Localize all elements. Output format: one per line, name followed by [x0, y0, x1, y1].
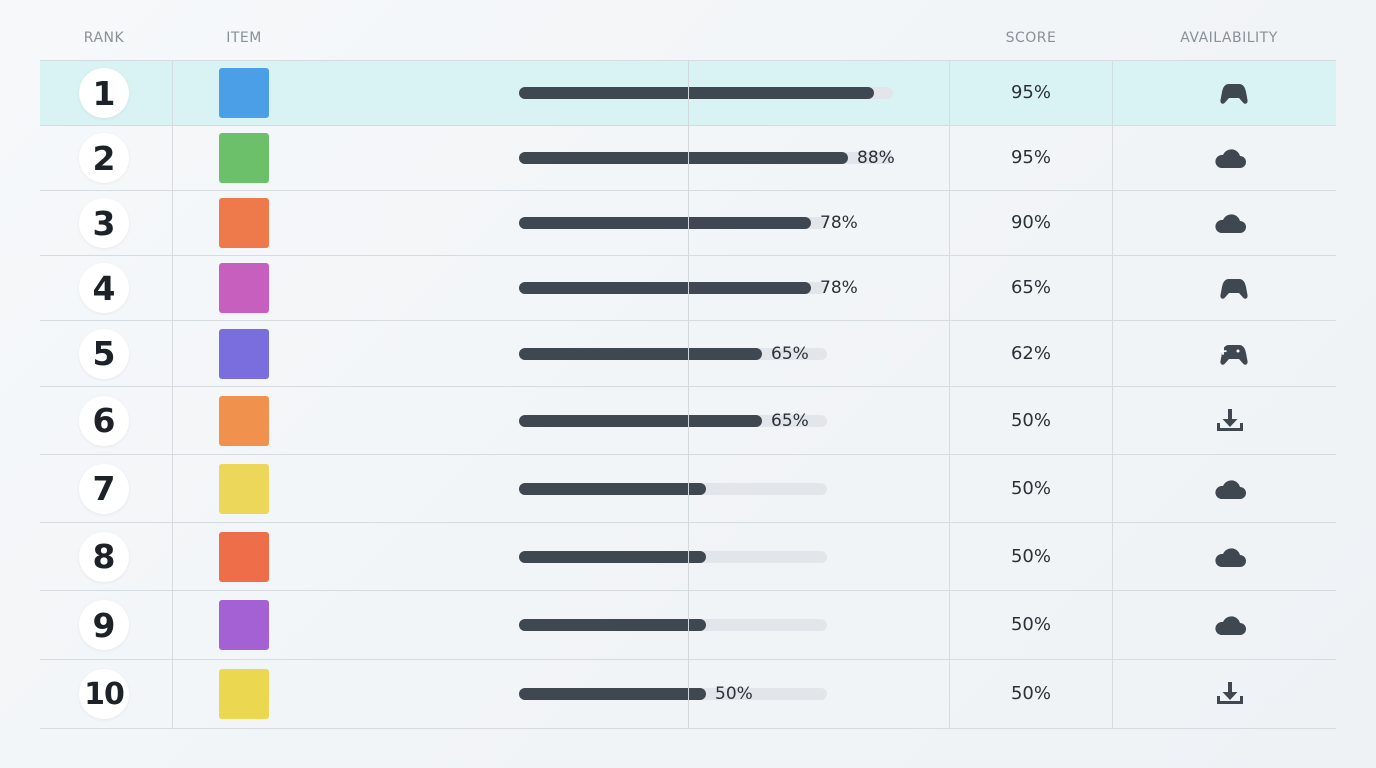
score-value: 50%: [1010, 409, 1051, 431]
progress-label: 65%: [771, 410, 809, 431]
column-divider: [172, 60, 173, 729]
item-color-swatch: [219, 263, 269, 313]
progress-label: 88%: [857, 148, 895, 168]
score-value: 90%: [1010, 212, 1051, 233]
cloud-icon[interactable]: [1212, 611, 1248, 639]
score-value: 50%: [1010, 545, 1051, 567]
score-value: 62%: [1010, 342, 1051, 364]
column-divider: [1112, 60, 1113, 729]
cloud-icon[interactable]: [1212, 144, 1248, 172]
item-color-swatch: [219, 328, 269, 379]
download-icon[interactable]: [1212, 407, 1248, 435]
rank-badge: 3: [79, 198, 129, 248]
item-color-swatch: [219, 395, 269, 446]
progress-bar-fill: [519, 152, 848, 164]
progress-label: 78%: [820, 278, 858, 298]
progress-bar-fill: [519, 347, 762, 360]
progress-bar-track: [519, 482, 827, 495]
gamepad-icon[interactable]: [1212, 79, 1248, 107]
ranking-table: 1 95% 2 88% 95% 3 78% 90% 4 78% 65% 5 65% 62% 6 65% 50% 7…: [40, 60, 1336, 729]
progress-bar-fill: [519, 87, 874, 99]
progress-bar-fill: [519, 414, 762, 427]
score-value: 50%: [1010, 683, 1051, 704]
table-row[interactable]: 8 50%: [40, 523, 1336, 591]
score-value: 50%: [1010, 614, 1051, 635]
progress-bar-track: [519, 152, 893, 164]
score-value: 65%: [1010, 277, 1051, 298]
rank-badge: 8: [79, 531, 129, 582]
progress-bar-track: [519, 619, 827, 631]
score-value: 95%: [1010, 147, 1051, 168]
item-color-swatch: [219, 68, 269, 118]
table-row[interactable]: 4 78% 65%: [40, 256, 1336, 321]
progress-bar-fill: [519, 550, 706, 563]
item-color-swatch: [219, 531, 269, 582]
download-icon[interactable]: [1212, 680, 1248, 708]
progress-bar-track: [519, 688, 827, 700]
item-color-swatch: [219, 133, 269, 183]
table-header: RANK ITEM SCORE AVAILABILITY: [0, 30, 1376, 50]
progress-bar-track: [519, 282, 827, 294]
column-divider: [949, 60, 950, 729]
rank-badge: 5: [79, 328, 129, 379]
column-header-rank[interactable]: RANK: [83, 30, 125, 46]
progress-label: 65%: [771, 343, 809, 364]
item-color-swatch: [219, 198, 269, 248]
progress-bar-track: [519, 414, 827, 427]
score-value: 50%: [1010, 477, 1051, 499]
cloud-icon[interactable]: [1212, 475, 1248, 503]
rank-badge: 2: [79, 133, 129, 183]
table-row[interactable]: 6 65% 50%: [40, 387, 1336, 455]
rank-badge: 1: [79, 68, 129, 118]
rank-badge: 7: [79, 463, 129, 514]
rank-badge: 9: [79, 600, 129, 650]
progress-bar-track: [519, 87, 893, 99]
progress-bar-fill: [519, 217, 811, 229]
score-value: 95%: [1010, 82, 1051, 103]
progress-bar-fill: [519, 482, 706, 495]
progress-bar-track: [519, 347, 827, 360]
gamepad-icon[interactable]: [1212, 274, 1248, 302]
progress-bar-fill: [519, 688, 706, 700]
table-row[interactable]: 9 50%: [40, 591, 1336, 660]
progress-label: 78%: [820, 213, 858, 233]
cloud-icon[interactable]: [1212, 543, 1248, 571]
column-header-item[interactable]: ITEM: [226, 30, 262, 46]
item-color-swatch: [219, 463, 269, 514]
progress-bar-track: [519, 217, 827, 229]
table-row[interactable]: 3 78% 90%: [40, 191, 1336, 256]
item-color-swatch: [219, 600, 269, 650]
progress-bar-track: [519, 550, 827, 563]
progress-bar-fill: [519, 619, 706, 631]
rank-badge: 4: [79, 263, 129, 313]
cloud-icon[interactable]: [1212, 209, 1248, 237]
gamepad-plus-icon[interactable]: [1212, 340, 1248, 368]
rank-badge: 6: [79, 395, 129, 446]
rank-badge: 10: [79, 669, 129, 719]
column-header-score[interactable]: SCORE: [1005, 30, 1057, 46]
column-divider: [688, 60, 689, 729]
progress-bar-fill: [519, 282, 811, 294]
item-color-swatch: [219, 669, 269, 719]
column-header-availability[interactable]: AVAILABILITY: [1180, 30, 1278, 46]
progress-label: 50%: [715, 684, 753, 704]
